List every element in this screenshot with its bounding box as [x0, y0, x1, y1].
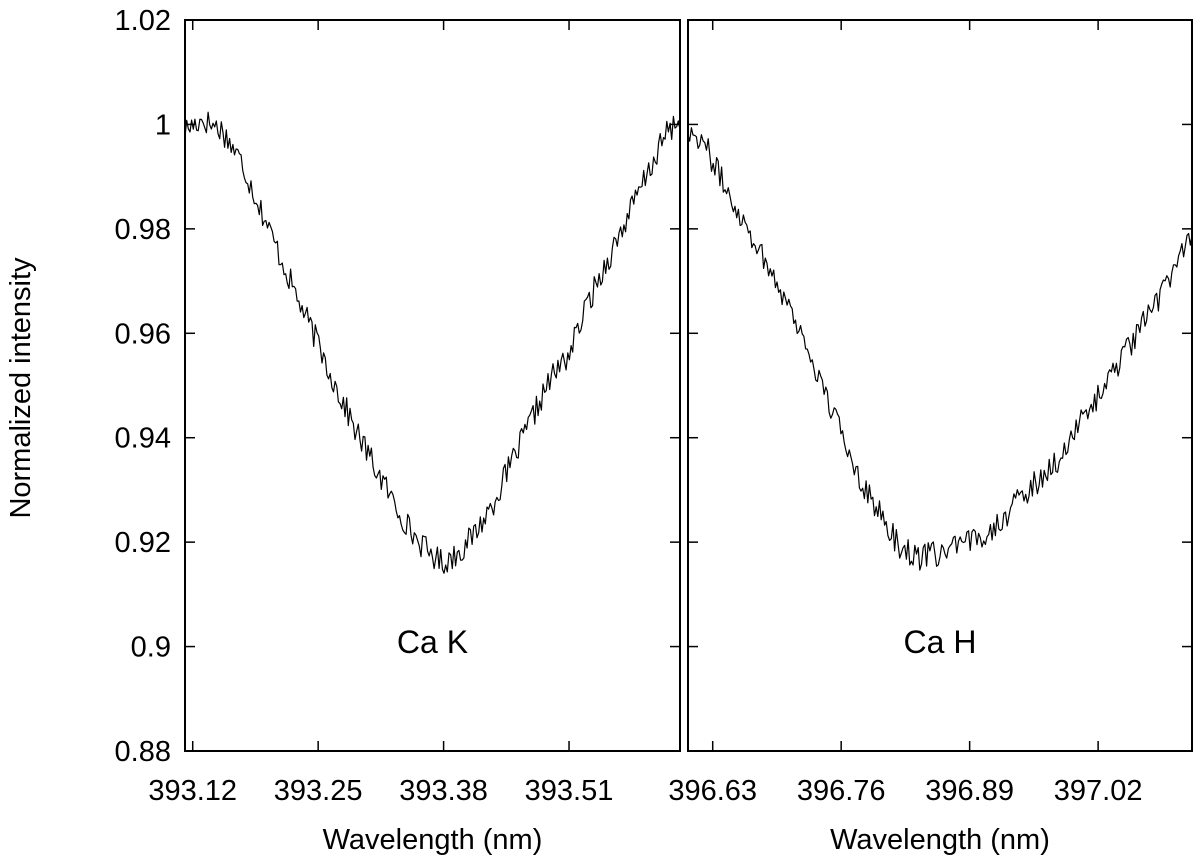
- x-tick-label: 396.89: [925, 775, 1014, 807]
- plot-frame: [687, 19, 1193, 752]
- line-annotation: Ca H: [904, 624, 977, 660]
- x-tick-label: 396.63: [668, 775, 757, 807]
- x-tick-label: 396.76: [797, 775, 886, 807]
- y-tick-label: 0.96: [115, 318, 171, 350]
- plot-frame: [184, 19, 681, 752]
- x-tick-label: 397.02: [1054, 775, 1143, 807]
- y-axis-label: Normalized intensity: [5, 257, 37, 519]
- y-tick-label: 0.9: [131, 632, 171, 664]
- y-tick-label: 1.02: [115, 5, 171, 37]
- y-tick-label: 0.98: [115, 214, 171, 246]
- line-annotation: Ca K: [397, 624, 468, 660]
- x-tick-label: 393.51: [525, 775, 614, 807]
- y-tick-label: 0.88: [115, 736, 171, 768]
- panels-group: 0.88 0.9 0.92 0.94 0.96 0.98 1 1.02 393.12 393.25…: [115, 5, 1193, 856]
- x-axis-label: Wavelength (nm): [323, 824, 543, 856]
- y-tick-label: 0.94: [115, 423, 171, 455]
- x-tick-label: 393.12: [148, 775, 237, 807]
- panel-1: 0.88 0.9 0.92 0.94 0.96 0.98 1 1.02 393.12 393.25…: [115, 5, 681, 856]
- spectrum-line: [184, 111, 681, 574]
- x-tick-label: 393.25: [274, 775, 363, 807]
- y-tick-label: 0.92: [115, 527, 171, 559]
- y-tick-label: 1: [155, 109, 171, 141]
- x-axis-label: Wavelength (nm): [830, 824, 1050, 856]
- spectrum-line: [687, 127, 1193, 571]
- x-tick-label: 393.38: [399, 775, 488, 807]
